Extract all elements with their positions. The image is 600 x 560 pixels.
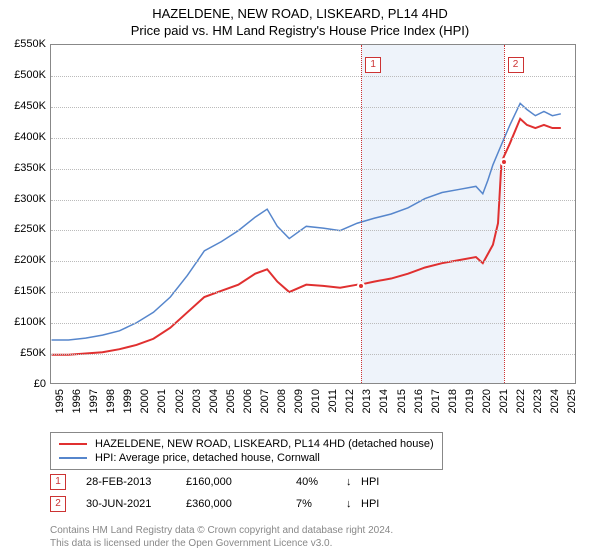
y-axis-label: £100K <box>4 316 46 328</box>
x-axis-label: 2023 <box>532 389 544 413</box>
legend-swatch <box>59 443 87 445</box>
x-axis-label: 2004 <box>208 389 220 413</box>
gridline <box>51 292 575 293</box>
x-axis-label: 2015 <box>396 389 408 413</box>
y-axis-label: £50K <box>4 347 46 359</box>
x-axis-label: 1998 <box>105 389 117 413</box>
y-axis-label: £250K <box>4 223 46 235</box>
legend-item-hpi: HPI: Average price, detached house, Corn… <box>59 451 434 465</box>
x-axis-label: 2019 <box>464 389 476 413</box>
x-axis-label: 2006 <box>242 389 254 413</box>
transaction-pct: 7% <box>296 498 346 510</box>
marker-box: 2 <box>508 57 524 73</box>
gridline <box>51 261 575 262</box>
x-axis-label: 2022 <box>515 389 527 413</box>
x-axis-label: 2009 <box>293 389 305 413</box>
gridline <box>51 76 575 77</box>
x-axis-label: 2008 <box>276 389 288 413</box>
footer-line: This data is licensed under the Open Gov… <box>50 537 393 550</box>
chart-lines <box>51 45 575 383</box>
y-axis-label: £350K <box>4 162 46 174</box>
legend-label: HAZELDENE, NEW ROAD, LISKEARD, PL14 4HD … <box>95 438 434 450</box>
y-axis-label: £450K <box>4 100 46 112</box>
transaction-vs: HPI <box>361 476 379 488</box>
x-axis-label: 2014 <box>378 389 390 413</box>
chart-plot-area: 12 <box>50 44 576 384</box>
footer-line: Contains HM Land Registry data © Crown c… <box>50 524 393 537</box>
gridline <box>51 107 575 108</box>
legend-swatch <box>59 457 87 459</box>
x-axis-label: 2018 <box>447 389 459 413</box>
marker-box: 1 <box>365 57 381 73</box>
x-axis-label: 1996 <box>71 389 83 413</box>
series-property <box>52 119 561 355</box>
y-axis-label: £550K <box>4 38 46 50</box>
x-axis-label: 2016 <box>413 389 425 413</box>
transaction-vs: HPI <box>361 498 379 510</box>
y-axis-label: £200K <box>4 254 46 266</box>
transaction-marker: 2 <box>50 496 66 512</box>
x-axis-label: 2005 <box>225 389 237 413</box>
x-axis-label: 2011 <box>327 389 339 413</box>
x-axis-label: 2007 <box>259 389 271 413</box>
y-axis-label: £150K <box>4 285 46 297</box>
transaction-row: 230-JUN-2021£360,0007%↓HPI <box>50 496 379 512</box>
x-axis-label: 2000 <box>139 389 151 413</box>
x-axis-label: 2020 <box>481 389 493 413</box>
x-axis-label: 1995 <box>54 389 66 413</box>
marker-dot <box>357 282 365 290</box>
transaction-row: 128-FEB-2013£160,00040%↓HPI <box>50 474 379 490</box>
legend-item-property: HAZELDENE, NEW ROAD, LISKEARD, PL14 4HD … <box>59 437 434 451</box>
y-axis-label: £400K <box>4 131 46 143</box>
legend-label: HPI: Average price, detached house, Corn… <box>95 452 320 464</box>
gridline <box>51 169 575 170</box>
legend: HAZELDENE, NEW ROAD, LISKEARD, PL14 4HD … <box>50 432 443 470</box>
x-axis-label: 2003 <box>191 389 203 413</box>
gridline <box>51 323 575 324</box>
arrow-down-icon: ↓ <box>346 498 361 510</box>
gridline <box>51 200 575 201</box>
transaction-pct: 40% <box>296 476 346 488</box>
gridline <box>51 230 575 231</box>
transaction-date: 30-JUN-2021 <box>66 498 186 510</box>
x-axis-label: 2010 <box>310 389 322 413</box>
x-axis-label: 2025 <box>566 389 578 413</box>
gridline <box>51 354 575 355</box>
y-axis-label: £0 <box>4 378 46 390</box>
gridline <box>51 138 575 139</box>
x-axis-label: 2024 <box>549 389 561 413</box>
transaction-price: £360,000 <box>186 498 296 510</box>
y-axis-label: £300K <box>4 193 46 205</box>
marker-dot <box>500 158 508 166</box>
x-axis-label: 2013 <box>361 389 373 413</box>
transaction-date: 28-FEB-2013 <box>66 476 186 488</box>
marker-line <box>504 45 505 383</box>
chart-subtitle: Price paid vs. HM Land Registry's House … <box>0 21 600 38</box>
x-axis-label: 2002 <box>174 389 186 413</box>
transaction-marker: 1 <box>50 474 66 490</box>
x-axis-label: 2017 <box>430 389 442 413</box>
x-axis-label: 2012 <box>344 389 356 413</box>
transaction-price: £160,000 <box>186 476 296 488</box>
copyright-footer: Contains HM Land Registry data © Crown c… <box>50 524 393 550</box>
marker-line <box>361 45 362 383</box>
x-axis-label: 1997 <box>88 389 100 413</box>
x-axis-label: 2021 <box>498 389 510 413</box>
x-axis-label: 1999 <box>122 389 134 413</box>
chart-title: HAZELDENE, NEW ROAD, LISKEARD, PL14 4HD <box>0 0 600 21</box>
x-axis-label: 2001 <box>156 389 168 413</box>
y-axis-label: £500K <box>4 69 46 81</box>
arrow-down-icon: ↓ <box>346 476 361 488</box>
series-hpi <box>52 103 561 340</box>
